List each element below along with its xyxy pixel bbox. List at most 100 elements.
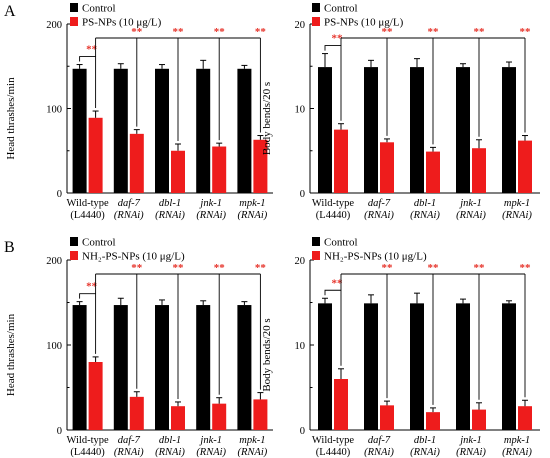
bar-control	[237, 305, 252, 430]
legend: Control PS-NPs (10 μg/L)	[312, 3, 404, 29]
y-tick-label: 200	[46, 20, 62, 31]
significance-marker: **	[86, 44, 98, 56]
legend-swatch-control	[70, 237, 78, 246]
x-tick-label: mpk-1	[239, 435, 265, 446]
x-tick-label-sub: (RNAi)	[155, 447, 185, 458]
bar-control	[364, 67, 378, 193]
x-tick-label: jnk-1	[458, 198, 482, 209]
legend: Control NH₂-PS-NPs (10 μg/L)	[312, 237, 427, 263]
y-tick-label: 20	[295, 256, 306, 267]
bar-treated	[253, 399, 268, 430]
bar-treated	[380, 405, 394, 430]
significance-marker: **	[86, 281, 98, 293]
significance-bracket	[324, 45, 342, 121]
x-tick-label-sub: (RNAi)	[502, 210, 532, 221]
bar-control	[364, 303, 378, 430]
y-tick-label: 0	[57, 426, 62, 437]
bar-treated	[212, 403, 227, 430]
bar-treated	[472, 148, 486, 193]
panel-letter: A	[4, 3, 16, 20]
y-axis-label: Head thrashes/min	[5, 313, 17, 396]
y-tick-label: 0	[300, 189, 305, 200]
x-tick-label-sub: (L4440)	[316, 447, 351, 458]
x-tick-label: jnk-1	[198, 198, 222, 209]
significance-marker: **	[131, 26, 143, 38]
y-tick-label: 0	[57, 189, 62, 200]
legend-swatch-control	[70, 3, 78, 12]
y-tick-label: 100	[46, 341, 62, 352]
bar-treated	[129, 396, 144, 430]
x-tick-label-sub: (RNAi)	[410, 210, 440, 221]
x-tick-label: mpk-1	[239, 198, 265, 209]
bar-treated	[334, 379, 348, 430]
y-tick-label: 200	[46, 256, 62, 267]
chart-panel-1: A 0 100 200 Head thrashes/min Control PS-NPs (…	[4, 3, 273, 221]
x-tick-label: Wild-type	[312, 435, 354, 446]
legend: Control PS-NPs (10 μg/L)	[70, 3, 162, 29]
bar-treated	[518, 406, 532, 430]
bar-control	[502, 67, 516, 193]
significance-marker: **	[131, 262, 143, 274]
bar-treated	[253, 139, 268, 193]
y-axis-label: Body bends/20 s	[261, 82, 273, 155]
bar-treated	[472, 409, 486, 430]
x-tick-label: Wild-type	[312, 198, 354, 209]
panel-letter: B	[4, 239, 15, 256]
bar-control	[72, 68, 87, 193]
y-axis-label: Body bends/20 s	[261, 318, 273, 391]
x-tick-label-sub: (RNAi)	[238, 210, 268, 221]
bar-treated	[212, 146, 227, 193]
x-tick-label: dbl-1	[159, 435, 181, 446]
bar-control	[113, 68, 128, 193]
x-tick-label-sub: (RNAi)	[410, 447, 440, 458]
x-tick-label: jnk-1	[458, 435, 482, 446]
chart-panel-4: 0 10 20 Body bends/20 s Control NH₂-PS-NPs (1…	[261, 237, 540, 458]
x-tick-label-sub: (RNAi)	[196, 447, 226, 458]
legend-swatch-treated	[312, 17, 320, 26]
x-tick-label-sub: (RNAi)	[114, 210, 144, 221]
x-tick-label: dbl-1	[414, 198, 436, 209]
significance-marker: **	[214, 262, 226, 274]
y-tick-label: 20	[295, 20, 306, 31]
significance-marker: **	[520, 26, 532, 38]
bar-control	[196, 305, 211, 430]
x-tick-label-sub: (RNAi)	[196, 210, 226, 221]
x-tick-label: daf-7	[118, 198, 141, 209]
significance-marker: **	[428, 26, 440, 38]
significance-marker: **	[173, 262, 185, 274]
legend-swatch-control	[312, 3, 320, 12]
significance-bracket	[324, 289, 342, 366]
x-tick-label: daf-7	[368, 198, 391, 209]
x-tick-label-sub: (RNAi)	[364, 210, 394, 221]
x-tick-label: dbl-1	[159, 198, 181, 209]
x-tick-label-sub: (RNAi)	[456, 447, 486, 458]
x-tick-label-sub: (RNAi)	[364, 447, 394, 458]
significance-marker: **	[474, 26, 486, 38]
significance-marker: **	[173, 26, 185, 38]
x-tick-label: daf-7	[118, 435, 141, 446]
bar-treated	[171, 150, 185, 193]
significance-marker: **	[382, 262, 394, 274]
bar-control	[456, 67, 470, 193]
significance-marker: **	[382, 26, 394, 38]
x-tick-label: Wild-type	[67, 435, 109, 446]
bar-treated	[518, 140, 532, 193]
bar-treated	[426, 412, 440, 430]
legend-label: Control	[324, 3, 358, 15]
legend-label: Control	[82, 237, 116, 249]
y-tick-label: 10	[295, 341, 306, 352]
legend-swatch-treated	[70, 17, 78, 26]
bar-control	[237, 68, 252, 193]
bar-control	[410, 303, 424, 430]
legend-label: NH₂-PS-NPs (10 μg/L)	[324, 251, 427, 263]
bar-control	[318, 303, 332, 430]
x-tick-label: daf-7	[368, 435, 391, 446]
bar-control	[456, 303, 470, 430]
x-tick-label-sub: (L4440)	[316, 210, 351, 221]
y-tick-label: 0	[300, 426, 305, 437]
significance-marker: **	[332, 277, 344, 289]
significance-marker: **	[255, 262, 267, 274]
bar-treated	[171, 406, 185, 430]
x-tick-label: jnk-1	[198, 435, 222, 446]
